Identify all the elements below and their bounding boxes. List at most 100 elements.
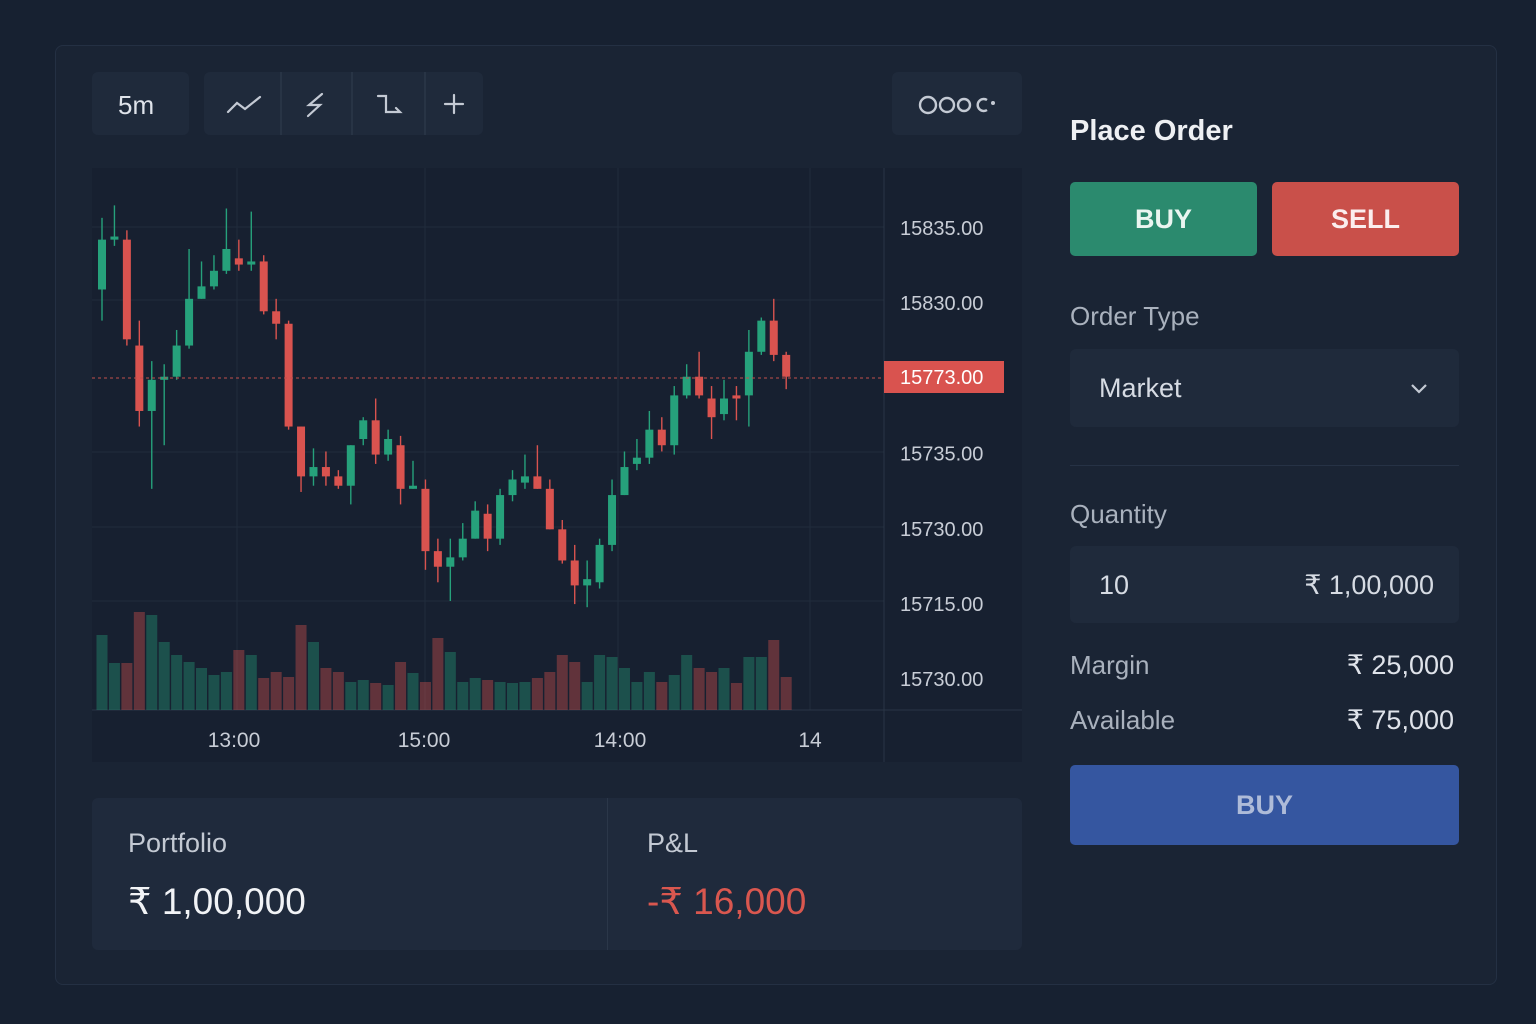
interval-button[interactable]: 5m [92,72,189,135]
volume-bar [283,677,295,710]
last-price-badge [884,361,1004,393]
volume-bar [146,615,158,710]
quantity-input[interactable]: 10 ₹ 1,00,000 [1070,546,1459,623]
candle-body [135,345,144,411]
candle-body [520,476,529,483]
available-label: Available [1070,705,1176,735]
settings-button[interactable] [892,72,1022,135]
volume-bar [196,668,208,710]
candle-body [234,258,243,265]
quantity: 10 [1099,570,1130,600]
candle-body [720,398,728,415]
time-label: 15:00 [398,729,451,752]
volume-bar [320,668,332,710]
candle-body [98,239,106,290]
draw-tool-icon[interactable] [305,92,324,118]
volume-bar [233,650,245,710]
volume-bar [432,638,444,710]
volume-bar [158,642,170,710]
volume-bar [270,672,282,710]
volume-bar [531,678,543,710]
volume-bar [382,685,394,710]
divider [607,798,608,950]
candle-body [122,239,131,340]
candle-body [645,429,654,458]
candle-body [321,467,330,477]
settings-icon [918,95,995,115]
volume-bar [718,668,730,710]
price-label: 15715.00 [900,594,983,616]
order-title: Place Order [1070,115,1233,147]
candle-body [670,395,679,446]
volume-bar [258,678,270,710]
candle-body [732,395,741,399]
tool-group [204,72,483,135]
candle-body [272,311,281,324]
volume-bar [755,657,767,710]
interval: 5m [118,90,155,120]
volume-bar [743,657,755,710]
candle-body [570,560,579,586]
candle-body [359,420,368,439]
candle-body [608,495,617,545]
candle-body [595,544,604,583]
candle-body [458,538,467,558]
candle-body [757,320,766,352]
chart-bg [92,168,1022,762]
volume-bar [556,655,568,710]
candle-body [583,579,592,586]
price-label: 15730.00 [900,669,983,691]
line-tool-icon[interactable] [226,95,262,114]
candle-body [384,439,393,455]
time-label: 14:00 [594,729,647,752]
volume-bar [469,678,481,710]
candle-body [620,467,629,496]
submit-button[interactable]: BUY [1070,765,1459,845]
candle-body [209,270,218,287]
margin-label: Margin [1070,650,1150,680]
tool-icons [226,72,465,135]
candle-body [396,445,405,489]
candle-body [471,510,480,539]
volume-bar [332,672,344,710]
volume-bar [594,655,606,710]
volume-bar [183,662,195,710]
volume-bar [569,662,581,710]
buy-tab[interactable]: BUY [1070,182,1257,256]
volume-bar [457,682,469,710]
sell-tab[interactable]: SELL [1272,182,1459,256]
volume-bar [618,668,630,710]
volume-bar [768,640,780,710]
candle-body [496,495,505,539]
step-tool-icon[interactable] [376,94,403,114]
price-label: 15830.00 [900,293,983,315]
time-label: 13:00 [208,729,261,752]
candle-body [297,426,306,477]
volume-bar [643,672,655,710]
order-type-select[interactable]: Market [1070,349,1459,427]
candle-body [309,467,318,477]
volume-bar [407,673,419,710]
candle-body [284,323,293,427]
volume-bar [544,672,556,710]
portfolio-label: Portfolio [128,828,228,858]
volume-bar [507,683,519,710]
candle-body [371,420,380,455]
volume-bar [295,625,307,710]
candle-body [409,485,417,489]
candle-body [632,457,641,464]
candle-body [769,320,778,355]
volume-bar [730,683,742,710]
volume-bar [171,655,183,710]
candle-body [110,236,119,240]
candle-body [508,479,517,496]
volume-bar [395,662,407,710]
volume-bar [693,668,705,710]
candle-body [533,476,542,489]
candle-body [545,488,554,530]
candle-body [558,529,567,561]
order-type: Market [1099,373,1182,403]
price-label: 15730.00 [900,519,983,541]
candle-body [147,379,156,411]
volume-bar [656,682,668,710]
